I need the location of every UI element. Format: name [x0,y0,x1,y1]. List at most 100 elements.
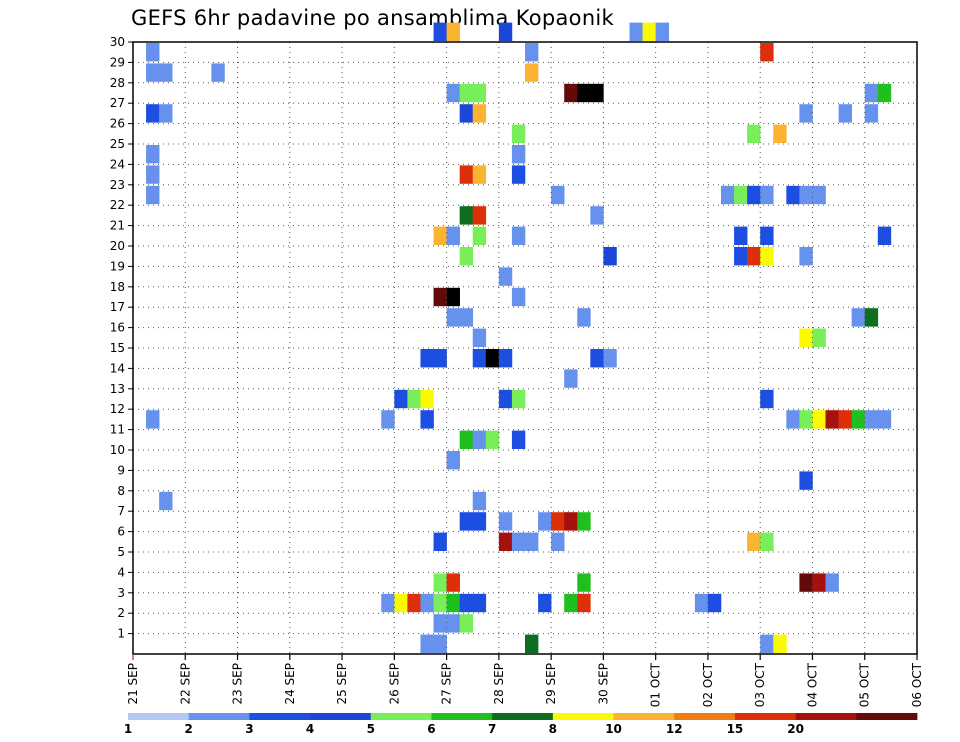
heatmap-cell [707,593,722,613]
y-tick-label: 18 [110,280,125,294]
heatmap-cell [603,247,617,266]
colorbar-swatch [552,713,614,720]
colorbar-label: 20 [787,722,804,736]
heatmap-cell [851,410,866,429]
heatmap-cell [446,287,460,307]
y-tick-label: 16 [110,321,125,335]
y-tick-label: 22 [110,198,125,212]
heatmap-cell [146,104,160,123]
heatmap-cell [747,247,761,266]
heatmap-cell [538,593,552,613]
heatmap-cell [799,104,813,123]
heatmap-cell [472,104,487,123]
heatmap-cell [786,185,800,205]
heatmap-cell [564,593,578,613]
heatmap-cell [472,226,487,245]
x-tick-label: 02 OCT [701,662,715,707]
x-tick-label: 26 SEP [387,663,401,705]
heatmap-cell [420,349,434,368]
x-tick-label: 01 OCT [649,662,663,707]
colorbar-label: 8 [549,722,557,736]
heatmap-cell [877,410,892,429]
heatmap-cell [577,83,591,103]
heatmap-cell [864,83,879,103]
heatmap-cell [734,247,748,266]
heatmap-cell [864,104,879,123]
heatmap-cell [511,145,526,164]
heatmap-cell [877,83,892,103]
heatmap-cell [146,410,160,429]
heatmap-cell [459,593,474,613]
heatmap-cell [694,593,709,613]
y-tick-label: 23 [110,178,125,192]
y-tick-label: 7 [117,504,125,518]
heatmap-cell [420,593,434,613]
heatmap-cell [459,165,474,184]
colorbar-label: 7 [488,722,496,736]
heatmap-cell [655,22,670,41]
y-tick-label: 13 [110,382,125,396]
colorbar-swatch [674,713,736,720]
y-tick-label: 14 [110,361,125,375]
heatmap-cell [734,185,748,205]
heatmap-cell [433,573,447,592]
y-tick-label: 2 [117,606,125,620]
heatmap-cell [564,512,578,531]
colorbar-label: 1 [124,722,132,736]
colorbar-swatch [188,713,250,720]
heatmap-cell [407,593,421,613]
heatmap-cell [838,104,852,123]
heatmap-cell [459,512,474,531]
heatmap-cell [485,349,500,368]
y-tick-label: 17 [110,300,125,314]
heatmap-cell [459,104,474,123]
heatmap-cell [511,287,526,307]
x-tick-label: 05 OCT [858,662,872,707]
heatmap-cell [420,410,434,429]
colorbar-label: 3 [245,722,253,736]
y-tick-label: 4 [117,565,125,579]
heatmap-cell [459,430,474,449]
heatmap-cell [472,593,487,613]
heatmap-cell [459,83,474,103]
heatmap-cell [577,512,591,531]
heatmap-cell [420,634,434,653]
heatmap-cell [498,22,513,41]
y-tick-label: 15 [110,341,125,355]
heatmap-cell [799,573,813,592]
heatmap-cell [381,593,395,613]
heatmap-cell [511,226,526,245]
heatmap-cell [734,226,748,245]
heatmap-cell [551,532,565,551]
colorbar-swatch [431,713,493,720]
colorbar-swatch [310,713,372,720]
y-tick-label: 12 [110,402,125,416]
heatmap-cell [459,206,474,225]
heatmap-cell [446,614,460,633]
heatmap-cell [159,63,173,82]
heatmap-cell [773,124,787,143]
heatmap-cell [760,226,774,245]
x-tick-label: 04 OCT [805,662,819,707]
heatmap-cell [446,308,460,327]
heatmap-cell [433,287,447,307]
y-tick-label: 29 [110,55,125,69]
heatmap-cell [511,165,526,184]
heatmap-cell [159,491,173,511]
colorbar-swatch [856,713,918,720]
heatmap-cell [472,328,487,347]
heatmap-cell [773,634,787,653]
y-tick-label: 6 [117,525,125,539]
heatmap-cell [812,410,826,429]
heatmap-cell [498,512,513,531]
heatmap-cell [498,349,513,368]
heatmap-cell [721,185,735,205]
heatmap-cell [825,410,839,429]
y-tick-label: 28 [110,76,125,90]
heatmap-cell [851,308,866,327]
colorbar-swatch [613,713,675,720]
heatmap-cell [394,593,408,613]
heatmap-cell [472,206,487,225]
heatmap-cell [446,451,460,470]
heatmap-cell [211,63,225,82]
